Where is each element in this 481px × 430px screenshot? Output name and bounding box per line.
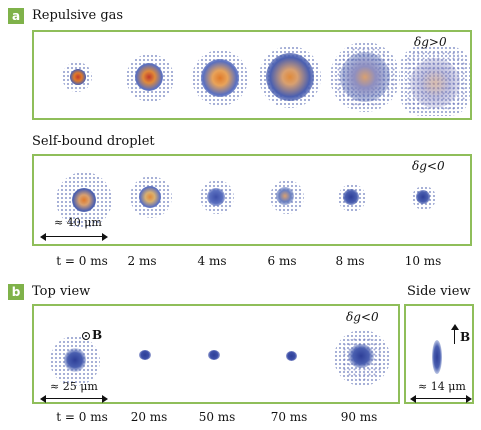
top-view-field-label: B	[92, 328, 103, 342]
side-view-scale-line	[412, 398, 468, 399]
field-direction-up-arrow-icon	[454, 328, 455, 344]
droplet-scale-label: ≈ 40 μm	[54, 216, 102, 229]
side-view-scale-arrow-left-icon	[410, 395, 416, 403]
top-view-delta-label: δg<0	[346, 310, 379, 324]
time-label-a-1: 2 ms	[127, 254, 157, 268]
panel-b-badge: b	[8, 284, 24, 300]
side-view-scale-arrow-right-icon	[466, 395, 472, 403]
time-label-b-4: 90 ms	[340, 410, 378, 424]
time-label-b-0: t = 0 ms	[56, 410, 108, 424]
time-label-a-5: 10 ms	[404, 254, 442, 268]
time-label-b-2: 50 ms	[198, 410, 236, 424]
droplet-frame: δg<0 ≈ 40 μm	[32, 154, 472, 246]
top-view-title: Top view	[32, 284, 91, 299]
time-label-a-2: 4 ms	[197, 254, 227, 268]
repulsive-gas-title: Repulsive gas	[32, 8, 124, 23]
droplet-scale-line	[42, 236, 104, 237]
droplet-delta-label: δg<0	[412, 159, 445, 173]
side-view-scale-label: ≈ 14 μm	[418, 380, 466, 393]
time-label-a-0: t = 0 ms	[56, 254, 108, 268]
repulsive-gas-frame: δg>0	[32, 30, 472, 120]
time-label-b-1: 20 ms	[130, 410, 168, 424]
droplet-scale-arrow-left-icon	[40, 233, 46, 241]
side-view-frame: B ≈ 14 μm	[404, 304, 474, 404]
top-view-frame: B δg<0 ≈ 25 μm	[32, 304, 400, 404]
top-view-scale-arrow-right-icon	[102, 395, 108, 403]
side-view-field-label: B	[460, 330, 471, 344]
time-label-a-4: 8 ms	[335, 254, 365, 268]
repulsive-delta-label: δg>0	[414, 35, 447, 49]
field-direction-out-of-page-icon	[82, 332, 90, 340]
panel-a-badge: a	[8, 8, 24, 24]
top-view-scale-label: ≈ 25 μm	[50, 380, 98, 393]
self-bound-droplet-title: Self-bound droplet	[32, 134, 155, 149]
top-view-scale-line	[42, 398, 104, 399]
side-view-title: Side view	[407, 284, 471, 299]
time-label-b-3: 70 ms	[270, 410, 308, 424]
time-label-a-3: 6 ms	[267, 254, 297, 268]
droplet-scale-arrow-right-icon	[102, 233, 108, 241]
top-view-scale-arrow-left-icon	[40, 395, 46, 403]
field-direction-up-arrowhead-icon	[451, 324, 459, 330]
